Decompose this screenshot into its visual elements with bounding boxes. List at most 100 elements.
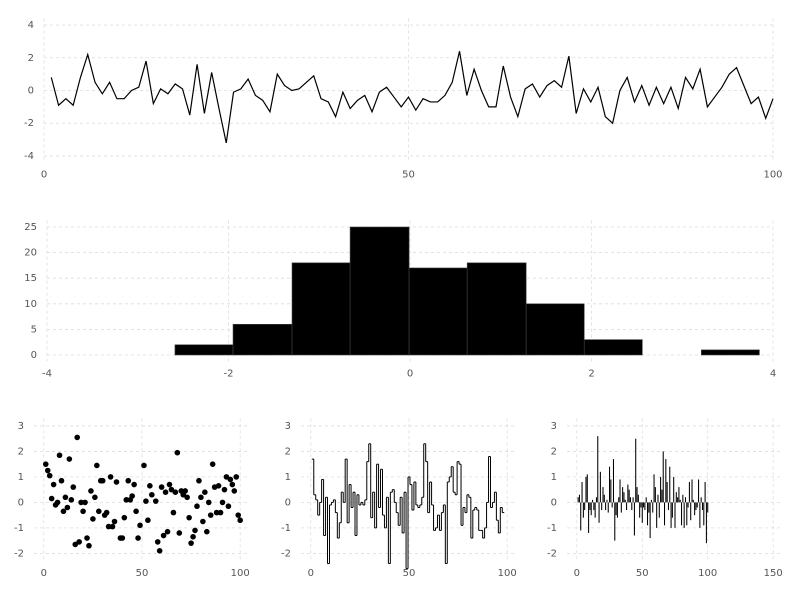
scatter-point [154,539,161,545]
scatter-point [143,498,149,504]
scatter-point [182,488,188,494]
scatter-point [123,497,130,503]
scatter-point [60,508,67,515]
x-tick-label: 0 [574,568,580,579]
bar [683,502,685,528]
scatter-point [164,528,171,535]
bar [609,466,611,503]
y-tick-label: -2 [281,548,291,559]
scatter-point [198,494,204,501]
bar [646,502,649,526]
line-series [50,51,774,143]
y-tick-label: 1 [551,472,557,483]
scatter-point [149,491,155,498]
y-tick-label: 1 [285,472,291,483]
scatter-point [204,528,210,535]
bar [694,502,696,516]
bar [623,492,625,503]
bar [601,502,603,511]
scatter-point [166,481,173,488]
scatter-point [190,533,196,540]
y-tick-label: 0 [551,497,557,508]
scatter-point [137,522,143,529]
bar [641,502,643,523]
x-tick-label: 150 [764,568,783,579]
x-tick-label: 100 [763,170,782,181]
histogram-bar [466,262,527,356]
scatter-point [56,452,63,459]
bar [589,502,591,511]
bar [629,497,632,503]
scatter-point [152,498,159,504]
y-tick-label: 25 [24,222,37,233]
x-tick-label: 0 [308,568,314,579]
y-tick-label: 0 [28,86,34,97]
scatter-point [192,527,198,534]
bar [679,499,681,503]
y-tick-label: -2 [547,548,557,559]
bar [615,502,617,516]
scatter-point [156,548,163,554]
bar [639,502,641,518]
scatter-point [92,494,98,501]
histogram-bar [232,323,293,356]
bar [667,502,669,511]
bar [700,497,702,503]
bar [580,502,582,531]
bar [585,476,587,503]
bar [703,502,705,526]
scatter-point [147,483,153,489]
scatter-point [158,484,165,490]
bar [688,482,690,503]
y-tick-label: -1 [547,523,557,534]
bar [696,502,698,508]
y-tick-label: -2 [24,118,34,129]
bar [635,438,637,503]
bar [691,479,693,503]
scatter-point [231,488,238,494]
bar [586,474,588,503]
bar [677,497,679,503]
y-tick-label: -1 [281,523,291,534]
scatter-point [207,512,214,518]
scatter-point [58,477,65,484]
bar [598,502,600,523]
bar [698,479,700,503]
scatter-point [186,514,192,521]
bar [674,502,676,528]
scatter-point [42,461,49,467]
scatter-point [184,494,190,501]
scatter-point [176,530,183,536]
bar [578,494,580,503]
bar [648,502,650,513]
histogram-bar [349,226,410,356]
scatter-point [229,481,236,488]
scatter-point [107,474,114,480]
x-tick-label: 100 [698,568,717,579]
scatter-point [78,499,84,506]
bar [644,502,646,511]
scatter-point [50,481,57,488]
bar [640,502,642,508]
bar [653,474,655,503]
scatter-point [99,477,106,484]
scatter-point [64,504,71,511]
scatter-point [172,489,179,495]
bar [624,499,626,503]
scatter-point [145,517,151,524]
bar [661,489,663,503]
scatter-point [219,499,226,506]
bar [681,502,683,526]
bar [692,499,694,503]
scatter-point [54,499,61,506]
scatter-point [162,489,169,495]
scatter-point [44,467,51,474]
bar [695,502,697,511]
y-tick-label: 2 [18,446,24,457]
bar [632,497,634,503]
scatter-point [103,509,110,516]
scatter-point [96,508,102,515]
bar [662,451,664,503]
bar [669,466,671,503]
bar [595,497,597,503]
